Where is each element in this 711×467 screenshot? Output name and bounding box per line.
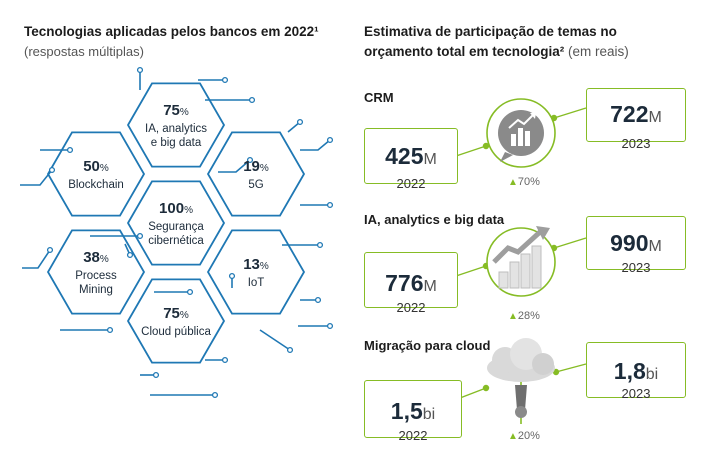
arrow-up-icon: ▲ xyxy=(508,311,518,322)
hex-label-seguranca-cibernetica: 100% Segurança cibernética xyxy=(121,200,231,248)
crm-title: CRM xyxy=(364,90,394,105)
right-title-line1: Estimativa de participação de temas no xyxy=(364,24,617,39)
ia-2022-value: 776M xyxy=(385,270,437,296)
hexagon-seguranca-cibernetica xyxy=(126,180,226,266)
cloud-2022-year: 2022 xyxy=(398,428,428,443)
cloud-title: Migração para cloud xyxy=(364,338,491,353)
right-title-line2: orçamento total em tecnologia² xyxy=(364,44,565,59)
ia-2023-box xyxy=(586,216,686,270)
crm-2022-box xyxy=(364,128,458,184)
hex-category-label: 5G xyxy=(248,179,264,191)
crm-2023-value: 722M xyxy=(610,101,662,127)
hexagon-iot xyxy=(206,229,306,315)
hex-category-label: Blockchain xyxy=(68,179,124,191)
cloud-growth: ▲20% xyxy=(508,430,540,442)
hex-value: 100% xyxy=(159,200,193,217)
cloud-2022-box xyxy=(364,380,462,438)
hex-value: 75% xyxy=(163,305,189,322)
hex-label-5g: 19% 5G xyxy=(201,158,311,192)
ia-2022-box xyxy=(364,252,458,308)
ia-2023-value: 990M xyxy=(610,230,662,256)
ia-2023-year: 2023 xyxy=(621,260,651,275)
ia-2022-year: 2022 xyxy=(396,300,426,315)
hex-value: 38% xyxy=(83,249,109,266)
left-subtitle: (respostas múltiplas) xyxy=(24,44,144,59)
cloud-2023-year: 2023 xyxy=(621,386,651,401)
left-title: Tecnologias aplicadas pelos bancos em 20… xyxy=(24,24,319,39)
ia-growth: ▲28% xyxy=(508,310,540,322)
hexagon-ia-analytics xyxy=(126,82,226,168)
hexagon-blockchain xyxy=(46,131,146,217)
hexagon-5g xyxy=(206,131,306,217)
arrow-up-icon: ▲ xyxy=(508,431,518,442)
crm-2022-year: 2022 xyxy=(396,176,426,191)
hex-value: 13% xyxy=(243,256,269,273)
hexagon-cloud-publica xyxy=(126,278,226,364)
hex-category-label: Cloud pública xyxy=(141,326,211,338)
hex-value: 50% xyxy=(83,158,109,175)
hex-category-label: Process Mining xyxy=(75,270,117,296)
hex-label-blockchain: 50% Blockchain xyxy=(41,158,151,192)
hex-value: 19% xyxy=(243,158,269,175)
hex-label-iot: 13% IoT xyxy=(201,256,311,290)
hex-category-label: IoT xyxy=(247,277,265,289)
arrow-up-icon: ▲ xyxy=(508,177,518,188)
right-title: Estimativa de participação de temas no o… xyxy=(364,22,629,62)
hexagon-process-mining xyxy=(46,229,146,315)
hex-label-cloud-publica: 75% Cloud pública xyxy=(121,305,231,339)
crm-2023-year: 2023 xyxy=(621,136,651,151)
cloud-2023-value: 1,8bi xyxy=(613,358,659,384)
hex-category-label: IA, analytics e big data xyxy=(145,123,207,149)
ia-title: IA, analytics e big data xyxy=(364,212,505,227)
cloud-2022-value: 1,5bi xyxy=(390,398,436,424)
hex-label-ia-analytics: 75% IA, analytics e big data xyxy=(121,102,231,150)
crm-2022-value: 425M xyxy=(385,143,437,169)
hex-value: 75% xyxy=(163,102,189,119)
hex-category-label: Segurança cibernética xyxy=(148,221,204,247)
crm-2023-box xyxy=(586,88,686,142)
crm-growth: ▲70% xyxy=(508,176,540,188)
cloud-2023-box xyxy=(586,342,686,398)
hex-label-process-mining: 38% Process Mining xyxy=(41,249,151,297)
right-title-suffix: (em reais) xyxy=(564,44,629,59)
